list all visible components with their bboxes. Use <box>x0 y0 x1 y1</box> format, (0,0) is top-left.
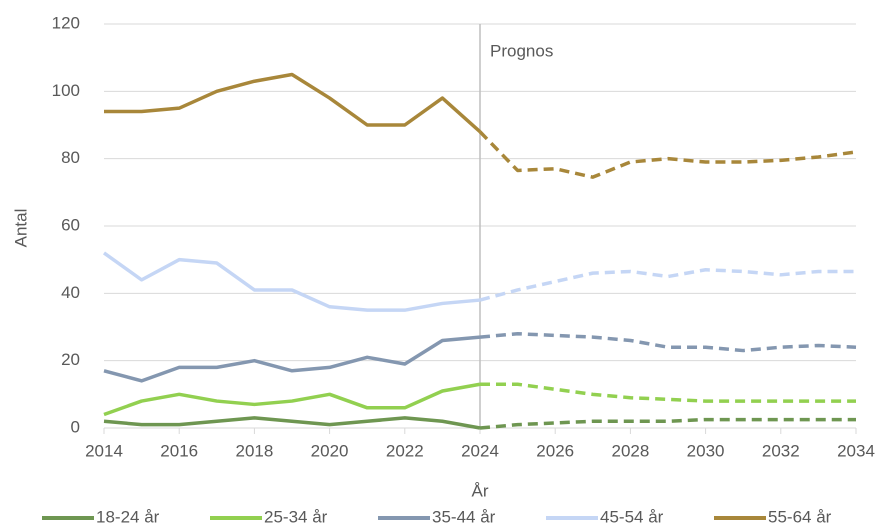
legend-label: 35-44 år <box>432 507 496 526</box>
series-line <box>103 335 481 383</box>
x-tick-label: 2014 <box>85 441 123 460</box>
legend-label: 55-64 år <box>768 507 832 526</box>
forecast-line <box>480 382 856 403</box>
legend-label: 45-54 år <box>600 507 664 526</box>
annotation: Prognos <box>490 41 553 60</box>
series-line <box>102 251 481 312</box>
x-tick-label: 2022 <box>386 441 424 460</box>
x-tick-label: 2016 <box>160 441 198 460</box>
y-tick-label: 20 <box>61 350 80 369</box>
y-tick-label: 40 <box>61 283 80 302</box>
x-tick-label: 2020 <box>311 441 349 460</box>
forecast-line <box>479 331 857 353</box>
series-line <box>103 382 481 417</box>
x-tick-label: 2024 <box>461 441 499 460</box>
x-axis-title: År <box>472 481 489 500</box>
y-tick-label: 80 <box>61 148 80 167</box>
x-tick-label: 2034 <box>837 441 875 460</box>
forecast-line <box>479 268 856 302</box>
forecast-line <box>478 130 857 179</box>
x-tick-label: 2030 <box>687 441 725 460</box>
y-tick-label: 120 <box>52 13 80 32</box>
y-tick-label: 100 <box>52 81 80 100</box>
y-tick-label: 60 <box>61 215 80 234</box>
y-axis-title: Antal <box>11 209 30 248</box>
forecast-line <box>479 417 856 430</box>
legend-label: 25-34 år <box>264 507 328 526</box>
x-tick-label: 2018 <box>235 441 273 460</box>
y-tick-label: 0 <box>71 417 80 436</box>
x-tick-label: 2026 <box>536 441 574 460</box>
series-line <box>104 72 482 134</box>
x-tick-label: 2028 <box>611 441 649 460</box>
x-tick-label: 2032 <box>762 441 800 460</box>
legend-label: 18-24 år <box>96 507 160 526</box>
series-line <box>103 416 481 430</box>
